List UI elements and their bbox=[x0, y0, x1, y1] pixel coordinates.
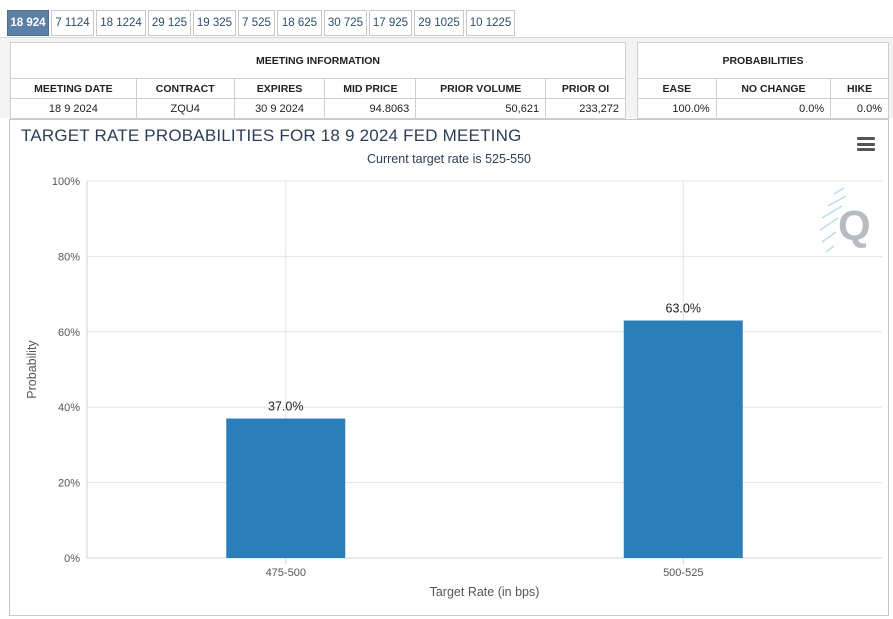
y-tick-label: 80% bbox=[58, 251, 80, 263]
tab-30-725[interactable]: 30 725 bbox=[324, 10, 367, 36]
ease-value: 100.0% bbox=[637, 98, 717, 119]
x-tick-label: 475-500 bbox=[266, 567, 306, 579]
tab-7-525[interactable]: 7 525 bbox=[238, 10, 275, 36]
y-tick-label: 40% bbox=[58, 402, 80, 414]
meeting-date-value: 18 9 2024 bbox=[10, 98, 137, 119]
chart-title: TARGET RATE PROBABILITIES FOR 18 9 2024 … bbox=[21, 126, 522, 145]
bar-475-500 bbox=[226, 418, 346, 558]
col-no-change: NO CHANGE bbox=[715, 78, 832, 99]
chart-subtitle: Current target rate is 525-550 bbox=[367, 152, 531, 166]
mid-price-value: 94.8063 bbox=[324, 98, 417, 119]
svg-text:Q: Q bbox=[838, 202, 871, 249]
no-change-value: 0.0% bbox=[715, 98, 832, 119]
x-tick-label: 500-525 bbox=[663, 567, 703, 579]
y-tick-label: 20% bbox=[58, 478, 80, 490]
hike-value: 0.0% bbox=[830, 98, 889, 119]
bar-500-525 bbox=[623, 320, 743, 558]
tab-18-924[interactable]: 18 924 bbox=[7, 10, 49, 36]
tab-18-625[interactable]: 18 625 bbox=[277, 10, 322, 36]
prior-oi-value: 233,272 bbox=[545, 98, 626, 119]
tab-10-1225[interactable]: 10 1225 bbox=[466, 10, 515, 36]
col-hike: HIKE bbox=[830, 78, 889, 99]
probability-bar-chart: 0% 20% 40% 60% 80% 100% 37.0% 475-500 63.0% 500-5… bbox=[25, 176, 882, 599]
expires-value: 30 9 2024 bbox=[233, 98, 326, 119]
tab-17-925[interactable]: 17 925 bbox=[369, 10, 412, 36]
data-label: 63.0% bbox=[666, 301, 701, 315]
x-axis-title: Target Rate (in bps) bbox=[430, 585, 540, 599]
info-section: MEETING INFORMATION MEETING DATE CONTRAC… bbox=[0, 38, 893, 119]
data-label: 37.0% bbox=[268, 400, 303, 414]
y-tick-label: 60% bbox=[58, 327, 80, 339]
col-ease: EASE bbox=[637, 78, 717, 99]
meeting-tabs: 18 924 7 1124 18 1224 29 125 19 325 7 52… bbox=[0, 0, 893, 38]
col-prior-oi: PRIOR OI bbox=[545, 78, 626, 99]
chart-panel: 0% 20% 40% 60% 80% 100% 37.0% 475-500 63.0% 500-5… bbox=[9, 119, 889, 616]
col-mid-price: MID PRICE bbox=[324, 78, 417, 99]
col-prior-volume: PRIOR VOLUME bbox=[415, 78, 547, 99]
tab-18-1224[interactable]: 18 1224 bbox=[96, 10, 146, 36]
prior-volume-value: 50,621 bbox=[415, 98, 547, 119]
probabilities-header: PROBABILITIES bbox=[637, 42, 889, 79]
hamburger-menu-icon[interactable] bbox=[857, 137, 875, 151]
meeting-information-header: MEETING INFORMATION bbox=[10, 42, 626, 79]
y-tick-label: 0% bbox=[64, 553, 80, 565]
probabilities-table: PROBABILITIES EASE NO CHANGE HIKE 100.0%… bbox=[637, 42, 889, 119]
y-axis-title: Probability bbox=[25, 340, 39, 399]
tab-19-325[interactable]: 19 325 bbox=[193, 10, 236, 36]
col-meeting-date: MEETING DATE bbox=[10, 78, 137, 99]
q-logo-icon: Q bbox=[819, 187, 871, 253]
tab-29-125[interactable]: 29 125 bbox=[148, 10, 191, 36]
y-tick-label: 100% bbox=[52, 176, 80, 188]
contract-value: ZQU4 bbox=[135, 98, 235, 119]
tab-29-1025[interactable]: 29 1025 bbox=[414, 10, 464, 36]
meeting-information-table: MEETING INFORMATION MEETING DATE CONTRAC… bbox=[10, 42, 626, 119]
col-expires: EXPIRES bbox=[233, 78, 326, 99]
col-contract: CONTRACT bbox=[135, 78, 235, 99]
tab-7-1124[interactable]: 7 1124 bbox=[51, 10, 94, 36]
